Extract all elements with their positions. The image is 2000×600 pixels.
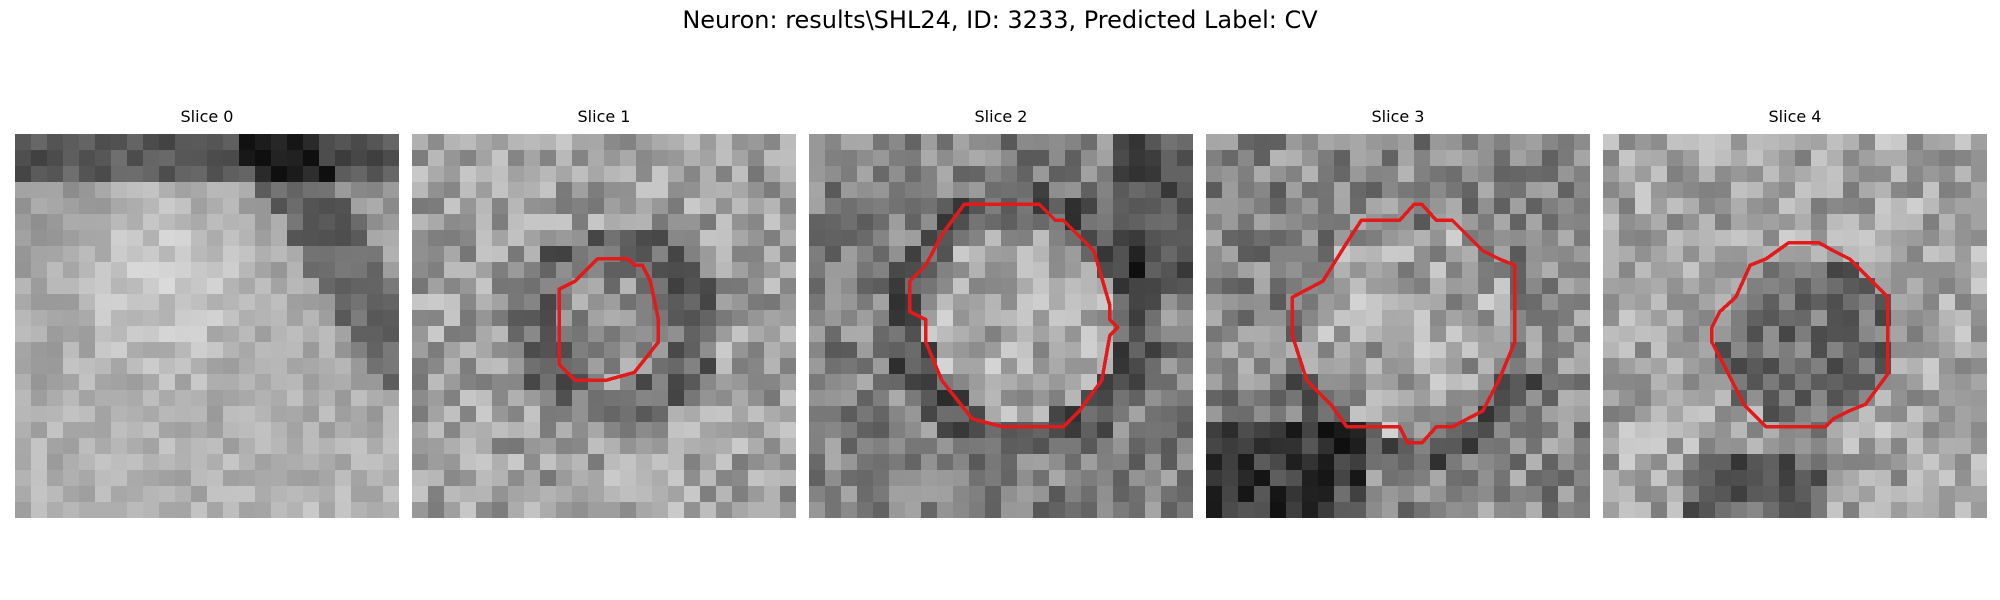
slice-image-1 [412,134,796,518]
slice-title-3: Slice 3 [1371,107,1425,126]
slice-title-4: Slice 4 [1768,107,1822,126]
segmentation-contour-3 [1290,202,1517,445]
slice-panel-1: Slice 1 [412,107,796,518]
slice-title-1: Slice 1 [577,107,631,126]
slice-image-4 [1603,134,1987,518]
segmentation-contour-1 [557,257,661,383]
slice-image-3 [1206,134,1590,518]
figure-title: Neuron: results\SHL24, ID: 3233, Predict… [682,6,1318,34]
slice-panel-3: Slice 3 [1206,107,1590,518]
slice-title-0: Slice 0 [180,107,234,126]
segmentation-contour-2 [908,202,1120,429]
segmentation-contour-4 [1710,241,1890,429]
slice-panel-4: Slice 4 [1603,107,1987,518]
slice-image-0 [15,134,399,518]
slice-panel-0: Slice 0 [15,107,399,518]
slice-title-2: Slice 2 [974,107,1028,126]
slice-panel-2: Slice 2 [809,107,1193,518]
slice-image-2 [809,134,1193,518]
